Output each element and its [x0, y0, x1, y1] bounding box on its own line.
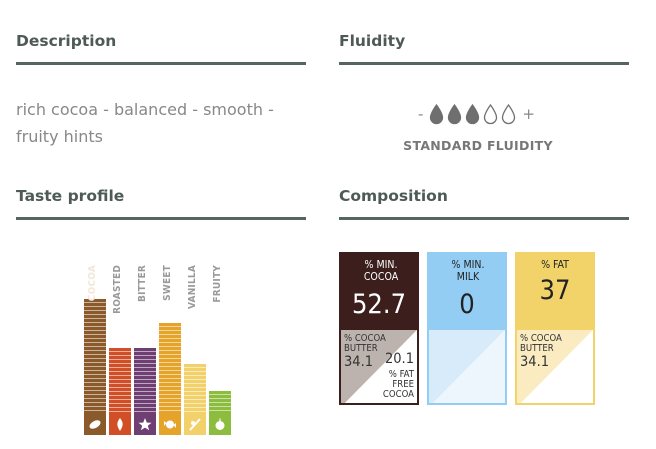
fat-card-top: % FAT 37 [517, 254, 593, 330]
composition-milk-card: % MIN. MILK 0 [427, 252, 507, 405]
taste-bar-sweet [159, 323, 181, 414]
drop-filled-icon [430, 103, 444, 124]
fat-free-cocoa-label: % FAT FREE COCOA [382, 369, 414, 400]
taste-label-cocoa: COCOA [87, 265, 98, 302]
composition-cocoa-card: % MIN. COCOA 52.7 % COCOA BUTTER 34.1 20… [339, 252, 419, 405]
cocoa-card-bottom: % COCOA BUTTER 34.1 20.1 % FAT FREE COCO… [341, 330, 417, 403]
drop-empty-icon [502, 103, 516, 124]
fluidity-plus: + [522, 105, 535, 123]
fat-card-bottom: % COCOA BUTTER 34.1 [517, 330, 593, 403]
leaf-icon [84, 414, 106, 435]
taste-column-vanilla: VANILLA [184, 255, 206, 435]
flame-icon [109, 414, 131, 435]
composition-title: Composition [339, 187, 448, 205]
cocoa-card-top: % MIN. COCOA 52.7 [341, 254, 417, 330]
min-milk-value: 0 [459, 289, 475, 320]
min-cocoa-value: 52.7 [351, 289, 407, 320]
description-divider [16, 62, 306, 65]
cocoa-split-graphic [341, 330, 417, 403]
cocoa-butter-value: 34.1 [344, 354, 374, 370]
fat-label: % FAT [541, 259, 569, 271]
taste-profile-divider [16, 217, 306, 220]
taste-bar-bitter [134, 348, 156, 414]
apple-icon [209, 414, 231, 435]
composition-fat-card: % FAT 37 % COCOA BUTTER 34.1 [515, 252, 595, 405]
taste-bar-fruity [209, 391, 231, 414]
taste-column-roasted: ROASTED [109, 255, 131, 435]
taste-label-vanilla: VANILLA [187, 265, 198, 309]
fat-cocoa-butter-value: 34.1 [520, 354, 550, 370]
vanilla-icon [184, 414, 206, 435]
taste-profile-chart: COCOA ROASTED BITTER SWEET VANILLA FRUITY [84, 255, 244, 435]
taste-column-bitter: BITTER [134, 255, 156, 435]
composition-divider [339, 217, 629, 220]
taste-column-fruity: FRUITY [209, 255, 231, 435]
taste-bar-roasted [109, 348, 131, 414]
milk-card-bottom [429, 330, 505, 403]
cocoa-butter-label: % COCOA BUTTER [344, 333, 386, 354]
fluidity-drops [429, 103, 516, 125]
candy-icon [159, 414, 181, 435]
fat-cocoa-butter-label: % COCOA BUTTER [520, 333, 562, 354]
taste-label-fruity: FRUITY [212, 265, 223, 303]
taste-bar-cocoa [84, 299, 106, 414]
fat-split-graphic [517, 330, 593, 403]
taste-label-sweet: SWEET [162, 265, 173, 301]
milk-split-graphic [429, 330, 505, 403]
fluidity-scale: - + [414, 101, 539, 127]
fluidity-divider [339, 62, 629, 65]
fluidity-minus: - [418, 105, 424, 123]
taste-profile-title: Taste profile [16, 187, 125, 205]
min-milk-label: % MIN. MILK [451, 259, 485, 283]
description-text: rich cocoa - balanced - smooth - fruity … [16, 100, 274, 146]
taste-label-bitter: BITTER [137, 265, 148, 302]
fat-free-cocoa-value: 20.1 [384, 351, 414, 367]
fluidity-title: Fluidity [339, 32, 406, 50]
taste-column-cocoa: COCOA [84, 255, 106, 435]
drop-filled-icon [448, 103, 462, 124]
min-cocoa-label: % MIN. COCOA [363, 259, 399, 283]
taste-column-sweet: SWEET [159, 255, 181, 435]
star-icon [134, 414, 156, 435]
taste-bar-vanilla [184, 364, 206, 414]
description-title: Description [16, 32, 117, 50]
milk-card-top: % MIN. MILK 0 [429, 254, 505, 330]
taste-label-roasted: ROASTED [112, 265, 123, 314]
drop-empty-icon [484, 103, 498, 124]
drop-filled-icon [466, 103, 480, 124]
fat-value: 37 [539, 275, 571, 306]
fluidity-label: STANDARD FLUIDITY [403, 138, 553, 153]
